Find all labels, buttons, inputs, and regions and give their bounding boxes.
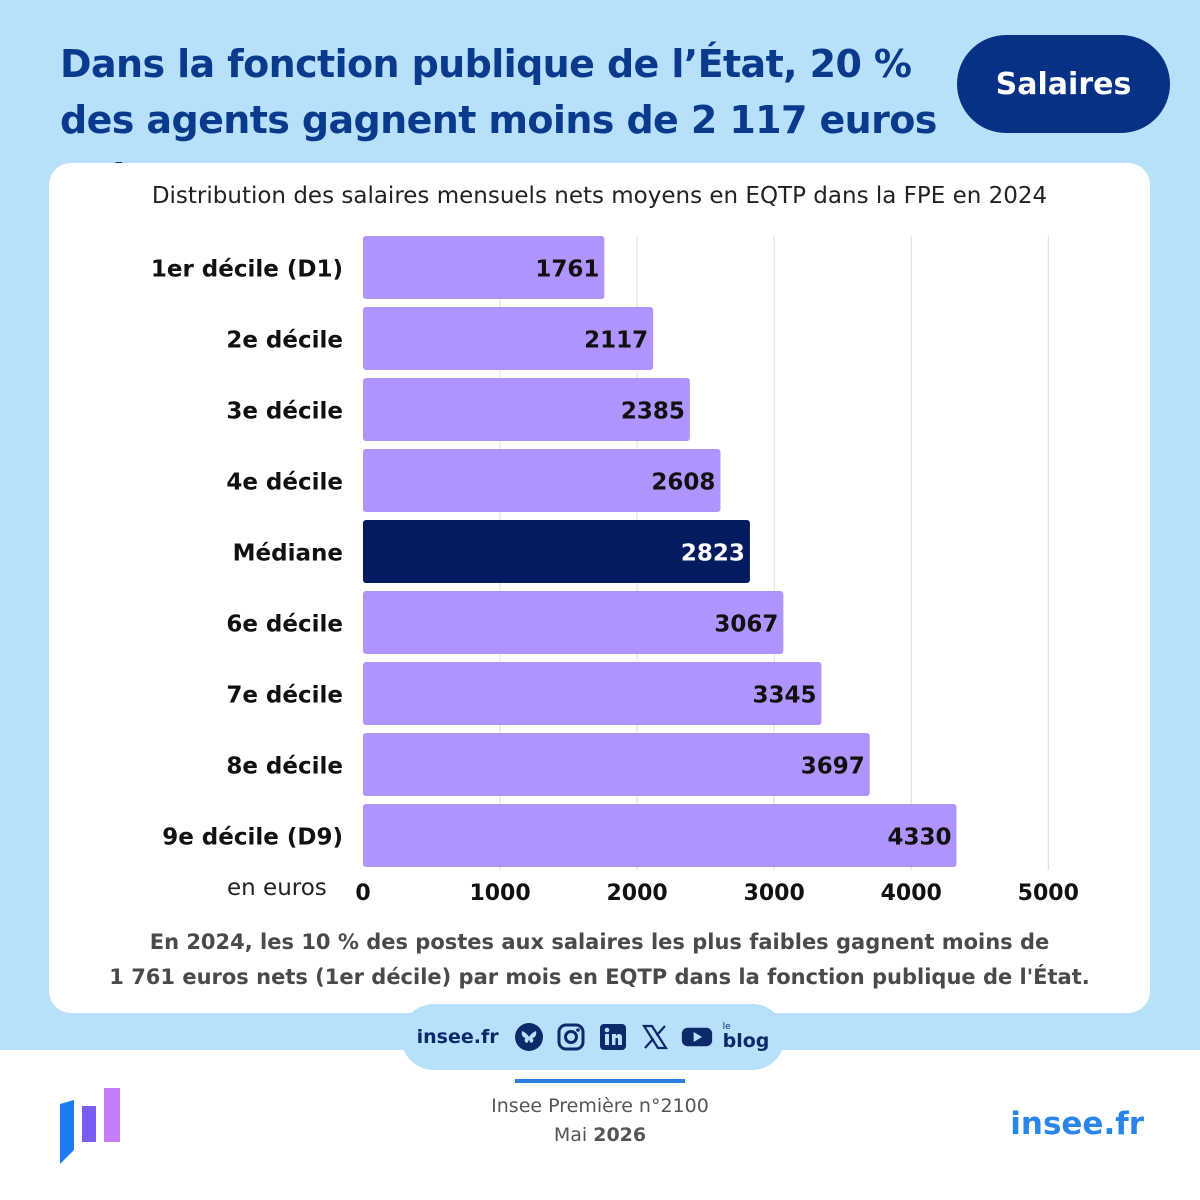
category-label: Médiane bbox=[233, 541, 343, 567]
data-label: 3345 bbox=[752, 683, 816, 709]
footer-site-link[interactable]: insee.fr bbox=[1010, 1106, 1144, 1142]
insee-logo bbox=[60, 1088, 120, 1164]
data-label: 4330 bbox=[887, 825, 951, 851]
caption-line-2: 1 761 euros nets (1er décile) par mois e… bbox=[109, 965, 1090, 989]
category-label: 9e décile (D9) bbox=[162, 825, 343, 851]
chart-caption: En 2024, les 10 % des postes aux salaire… bbox=[69, 925, 1130, 995]
data-label: 2823 bbox=[681, 541, 745, 567]
data-label: 3067 bbox=[714, 612, 778, 638]
bar bbox=[363, 236, 605, 299]
topic-badge: Salaires bbox=[957, 35, 1170, 133]
category-label: 1er décile (D1) bbox=[151, 257, 343, 283]
bluesky-icon[interactable] bbox=[513, 1021, 545, 1053]
bar bbox=[363, 804, 957, 867]
chart-title: Distribution des salaires mensuels nets … bbox=[151, 183, 1048, 209]
category-label: 2e décile bbox=[226, 328, 343, 354]
blog-icon[interactable]: le blog bbox=[723, 1021, 770, 1053]
data-label: 2117 bbox=[584, 328, 648, 354]
bar-chart: 1761 1er décile (D1) 2117 2e décile 2385 3e d… bbox=[151, 236, 1079, 906]
category-label: 3e décile bbox=[226, 399, 343, 425]
bar bbox=[363, 520, 750, 583]
blog-label: blog bbox=[722, 1030, 770, 1052]
youtube-icon[interactable] bbox=[681, 1021, 713, 1053]
social-links: insee.fr le blog bbox=[401, 1004, 785, 1070]
bar bbox=[363, 378, 690, 441]
x-icon[interactable] bbox=[639, 1021, 671, 1053]
divider bbox=[515, 1079, 685, 1083]
data-label: 2608 bbox=[651, 470, 715, 496]
x-tick-label: 3000 bbox=[744, 881, 805, 906]
x-tick-label: 5000 bbox=[1018, 881, 1079, 906]
category-label: 8e décile bbox=[226, 754, 343, 780]
data-label: 3697 bbox=[801, 754, 865, 780]
bar bbox=[363, 307, 654, 370]
x-tick-label: 0 bbox=[355, 881, 370, 906]
blog-small-label: le bbox=[722, 1022, 731, 1032]
publication-title: Insee Première n°2100 bbox=[491, 1095, 709, 1117]
publication-year: 2026 bbox=[593, 1124, 647, 1146]
headline: Dans la fonction publique de l’État, 20 … bbox=[60, 42, 937, 198]
x-tick-label: 1000 bbox=[469, 881, 530, 906]
publication-date: Mai 2026 bbox=[400, 1124, 800, 1146]
data-label: 1761 bbox=[535, 257, 599, 283]
category-label: 4e décile bbox=[226, 470, 343, 496]
bar bbox=[363, 591, 784, 654]
data-label: 2385 bbox=[621, 399, 685, 425]
x-axis-label: en euros bbox=[227, 875, 327, 901]
bar bbox=[363, 449, 721, 512]
instagram-icon[interactable] bbox=[555, 1021, 587, 1053]
bar bbox=[363, 662, 822, 725]
chart-card: Distribution des salaires mensuels nets … bbox=[49, 163, 1150, 1013]
x-tick-label: 2000 bbox=[607, 881, 668, 906]
category-label: 7e décile bbox=[226, 683, 343, 709]
publication-month: Mai bbox=[553, 1124, 588, 1146]
x-tick-label: 4000 bbox=[881, 881, 942, 906]
category-label: 6e décile bbox=[226, 612, 343, 638]
linkedin-icon[interactable] bbox=[597, 1021, 629, 1053]
social-site-link[interactable]: insee.fr bbox=[416, 1026, 499, 1048]
caption-line-1: En 2024, les 10 % des postes aux salaire… bbox=[149, 930, 1050, 954]
bar bbox=[363, 733, 870, 796]
